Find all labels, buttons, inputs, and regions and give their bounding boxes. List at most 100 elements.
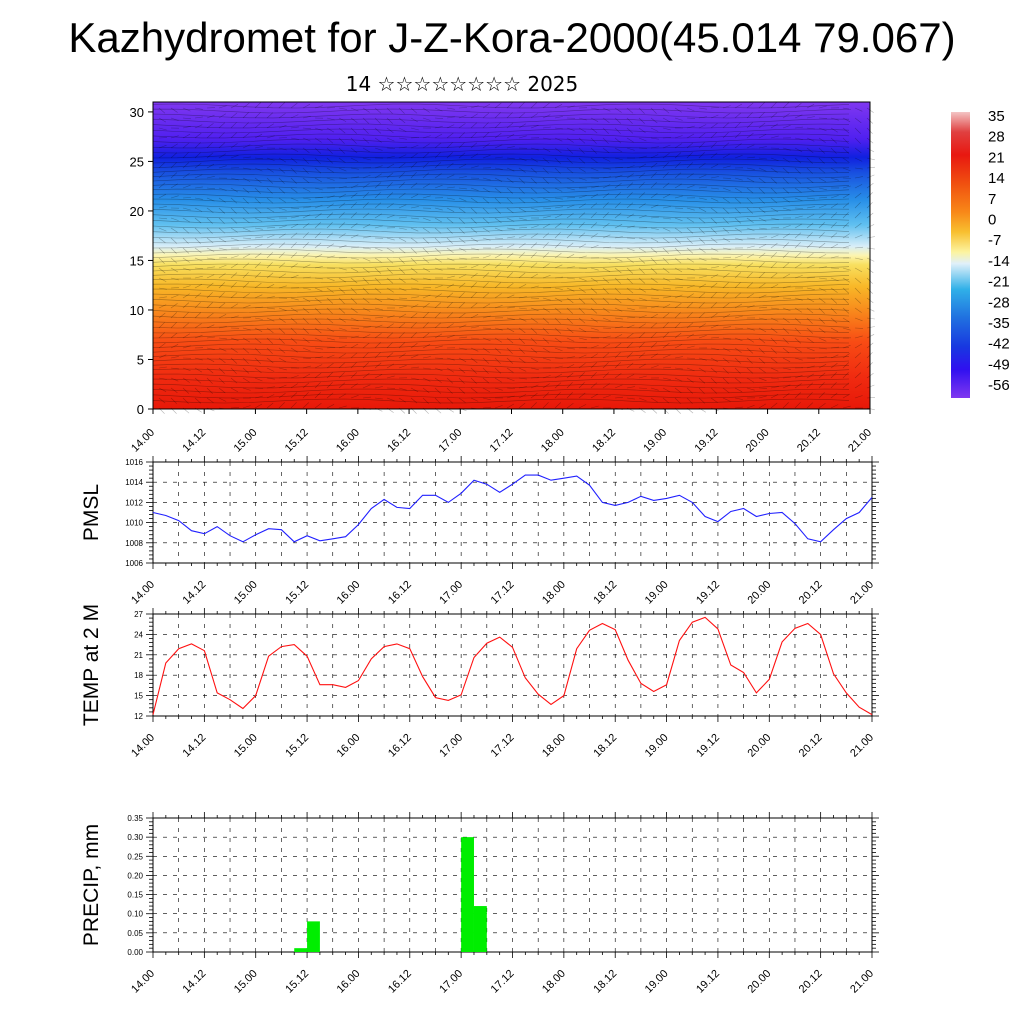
x-tick-label: 18.00 — [540, 579, 568, 607]
wind-barb — [410, 117, 419, 123]
wind-barb — [542, 337, 550, 344]
wind-barb — [614, 174, 623, 179]
wind-barb — [170, 237, 178, 244]
wind-barb — [494, 167, 503, 170]
wind-barb — [842, 117, 851, 123]
wind-barb — [254, 357, 261, 364]
wind-barb — [554, 373, 563, 379]
wind-barb — [350, 327, 360, 329]
wind-barb — [662, 366, 672, 369]
wind-barb — [662, 172, 669, 179]
wind-barb — [650, 204, 659, 209]
wind-barb — [638, 237, 647, 241]
wind-barb — [782, 125, 791, 129]
wind-barb — [602, 167, 611, 170]
wind-barb — [770, 135, 779, 139]
wind-streamline — [152, 283, 850, 289]
wind-barb — [374, 137, 382, 143]
wind-barb — [698, 257, 707, 262]
wind-barb — [590, 297, 597, 304]
wind-barb — [518, 347, 525, 354]
wind-barb — [554, 327, 562, 334]
wind-barb — [170, 287, 180, 289]
wind-barb — [602, 307, 610, 313]
wind-barb — [422, 397, 429, 404]
colorbar-label: -42 — [988, 336, 1010, 353]
wind-streamline — [152, 218, 850, 224]
wind-barb — [278, 393, 286, 399]
wind-barb — [458, 114, 467, 119]
wind-barb — [866, 166, 876, 169]
wind-barb — [398, 353, 406, 359]
wind-barb — [470, 187, 479, 191]
wind-barb — [566, 197, 576, 199]
wind-barb — [842, 185, 851, 189]
wind-barb — [662, 144, 671, 149]
wind-barb — [686, 217, 694, 223]
wind-barb — [662, 153, 670, 159]
wind-barb — [398, 154, 407, 159]
wind-barb — [842, 297, 849, 304]
wind-barb — [422, 107, 430, 113]
wind-barb — [266, 284, 275, 289]
wind-barb — [206, 266, 215, 269]
wind-barb — [626, 182, 634, 189]
wind-barb — [854, 343, 863, 349]
wind-barb — [206, 247, 215, 252]
wind-streamline — [152, 193, 850, 199]
wind-barb — [722, 326, 731, 329]
wind-barb — [218, 207, 226, 214]
wind-barb — [170, 257, 178, 264]
wind-streamline — [152, 383, 850, 389]
wind-barb — [338, 177, 348, 179]
wind-barb — [254, 337, 262, 344]
wind-barb — [770, 252, 777, 259]
wind-barb — [158, 153, 166, 159]
wind-barb — [206, 282, 214, 289]
wind-barb — [794, 207, 804, 209]
wind-barb — [794, 177, 802, 184]
wind-barb — [434, 162, 442, 169]
wind-barb — [746, 262, 754, 269]
wind-barb — [518, 377, 527, 380]
wind-barb — [530, 147, 539, 151]
wind-barb — [770, 226, 780, 229]
wind-barb — [746, 112, 753, 119]
wind-barb — [362, 107, 370, 113]
wind-barb — [854, 147, 862, 154]
wind-barb — [746, 177, 755, 183]
wind-barb — [434, 387, 442, 394]
wind-barb — [290, 357, 299, 361]
wind-barb — [614, 192, 621, 199]
wind-barb — [254, 272, 261, 279]
wind-barb — [458, 152, 466, 159]
wind-barb — [770, 112, 778, 119]
wind-barb — [794, 242, 801, 249]
wind-barb — [302, 264, 311, 269]
wind-barb — [554, 264, 563, 269]
wind-barb — [650, 162, 658, 169]
wind-barb — [566, 137, 574, 143]
x-tick-label: 20.00 — [745, 968, 773, 996]
wind-barb — [506, 236, 515, 239]
wind-barb — [218, 105, 227, 109]
wind-barb — [806, 167, 813, 174]
wind-barb — [662, 342, 670, 349]
wind-barb — [242, 144, 251, 149]
wind-barb — [602, 335, 611, 339]
wind-barb — [842, 362, 850, 369]
wind-barb — [674, 302, 682, 309]
wind-barb — [650, 137, 659, 140]
wind-barb — [278, 337, 285, 344]
wind-barb — [182, 184, 191, 189]
wind-barb — [446, 142, 453, 149]
wind-barb — [494, 293, 502, 299]
wind-barb — [770, 207, 779, 213]
wind-barb — [782, 402, 789, 409]
wind-barb — [422, 287, 432, 289]
wind-barb — [686, 162, 694, 169]
wind-barb — [746, 122, 753, 129]
wind-barb — [566, 317, 573, 324]
